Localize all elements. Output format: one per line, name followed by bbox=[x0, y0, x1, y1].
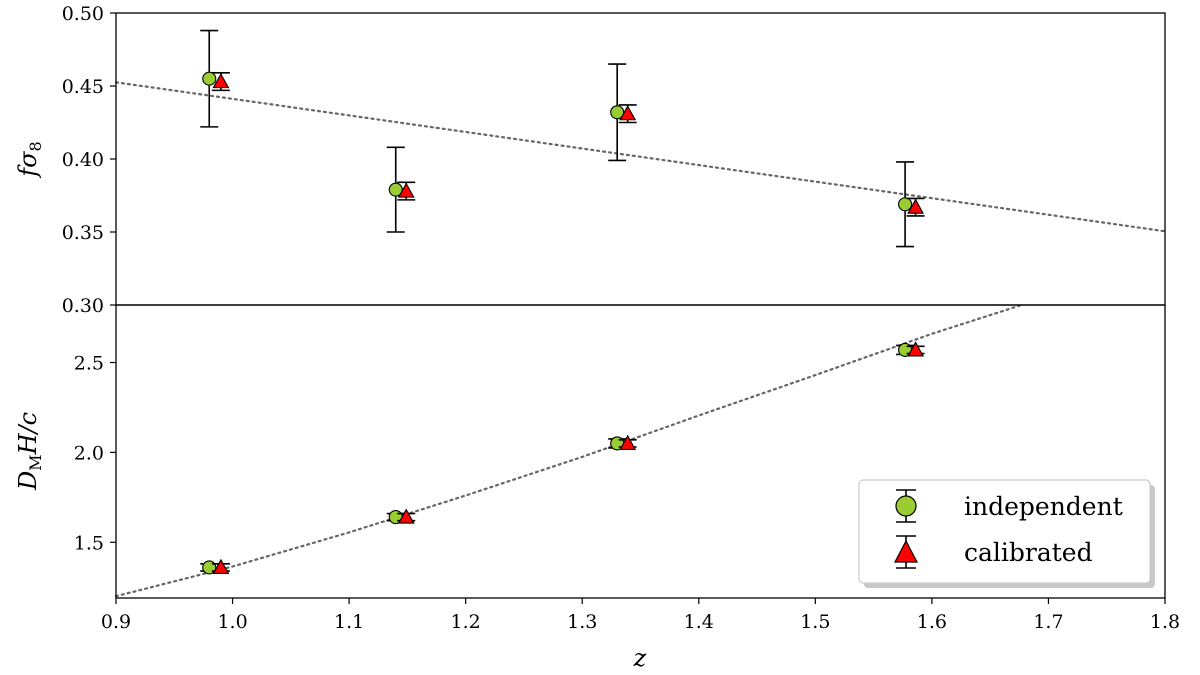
legend-box bbox=[858, 479, 1151, 584]
x-axis-label: z bbox=[633, 644, 647, 672]
bottom-data-points bbox=[200, 341, 925, 575]
x-tick-label: 0.9 bbox=[101, 611, 131, 633]
legend-entry-independent: independent bbox=[895, 489, 1123, 523]
bottom-y-tick-label: 2.0 bbox=[74, 442, 104, 464]
bottom-y-ticks: 1.5 2.0 2.5 bbox=[74, 353, 116, 554]
bottom-y-tick-label: 2.5 bbox=[74, 353, 104, 375]
bottom-point-calibrated bbox=[619, 434, 637, 450]
x-tick-label: 1.7 bbox=[1033, 611, 1063, 633]
top-point-calibrated bbox=[907, 198, 925, 214]
top-y-tick-label: 0.40 bbox=[62, 149, 104, 171]
top-data-points bbox=[200, 29, 925, 248]
x-tick-label: 1.1 bbox=[334, 611, 364, 633]
top-y-axis-label: fσ8 bbox=[14, 141, 45, 178]
x-tick-label: 1.0 bbox=[217, 611, 247, 633]
x-tick-label: 1.5 bbox=[800, 611, 830, 633]
bottom-point-calibrated bbox=[907, 341, 925, 357]
top-model-line-group bbox=[114, 81, 1167, 233]
top-y-ticks: 0.30 0.35 0.40 0.45 0.50 bbox=[62, 3, 116, 317]
x-tick-label: 1.2 bbox=[451, 611, 481, 633]
x-tick-label: 1.4 bbox=[684, 611, 714, 633]
bottom-y-tick-label: 1.5 bbox=[74, 532, 104, 554]
bottom-point-calibrated bbox=[397, 508, 415, 524]
bottom-model-line bbox=[114, 303, 1023, 598]
x-ticks: 0.9 1.0 1.1 1.2 1.3 1.4 1.5 1.6 1.7 1.8 bbox=[101, 598, 1180, 633]
legend-circle-marker bbox=[895, 495, 917, 517]
bottom-point-calibrated bbox=[212, 558, 230, 574]
x-tick-label: 1.8 bbox=[1150, 611, 1180, 633]
top-point-calibrated bbox=[212, 72, 230, 89]
x-tick-label: 1.6 bbox=[917, 611, 947, 633]
x-tick-label: 1.3 bbox=[567, 611, 597, 633]
top-point-independent bbox=[898, 197, 913, 212]
bottom-y-axis-label: DMH/c bbox=[14, 412, 45, 491]
top-point-calibrated bbox=[619, 105, 637, 121]
top-y-tick-label: 0.45 bbox=[62, 76, 104, 98]
top-panel: 0.30 0.35 0.40 0.45 0.50 fσ8 bbox=[14, 3, 1167, 317]
legend: independent calibrated bbox=[858, 479, 1155, 588]
legend-triangle-marker bbox=[894, 539, 918, 563]
bottom-model-line-group bbox=[114, 303, 1023, 598]
legend-label-independent: independent bbox=[964, 492, 1123, 521]
top-point-independent bbox=[202, 71, 217, 86]
legend-entry-calibrated: calibrated bbox=[894, 535, 1093, 569]
bottom-panel: 1.5 2.0 2.5 0.9 1.0 1.1 1.2 1.3 1.4 1.5 1.6 1.7 1.8… bbox=[14, 303, 1180, 672]
top-y-tick-label: 0.50 bbox=[62, 3, 104, 25]
bottom-axes-frame bbox=[115, 304, 1166, 599]
top-point-independent bbox=[610, 105, 625, 120]
top-y-tick-label: 0.30 bbox=[62, 295, 104, 317]
legend-label-calibrated: calibrated bbox=[964, 538, 1093, 567]
top-y-tick-label: 0.35 bbox=[62, 222, 104, 244]
top-model-line bbox=[114, 81, 1167, 233]
top-point-calibrated bbox=[397, 182, 415, 198]
top-point-independent bbox=[388, 182, 403, 197]
